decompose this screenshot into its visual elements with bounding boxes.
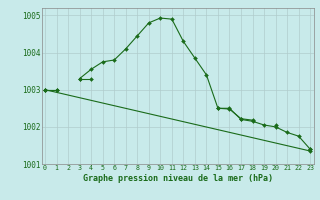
X-axis label: Graphe pression niveau de la mer (hPa): Graphe pression niveau de la mer (hPa) xyxy=(83,174,273,183)
